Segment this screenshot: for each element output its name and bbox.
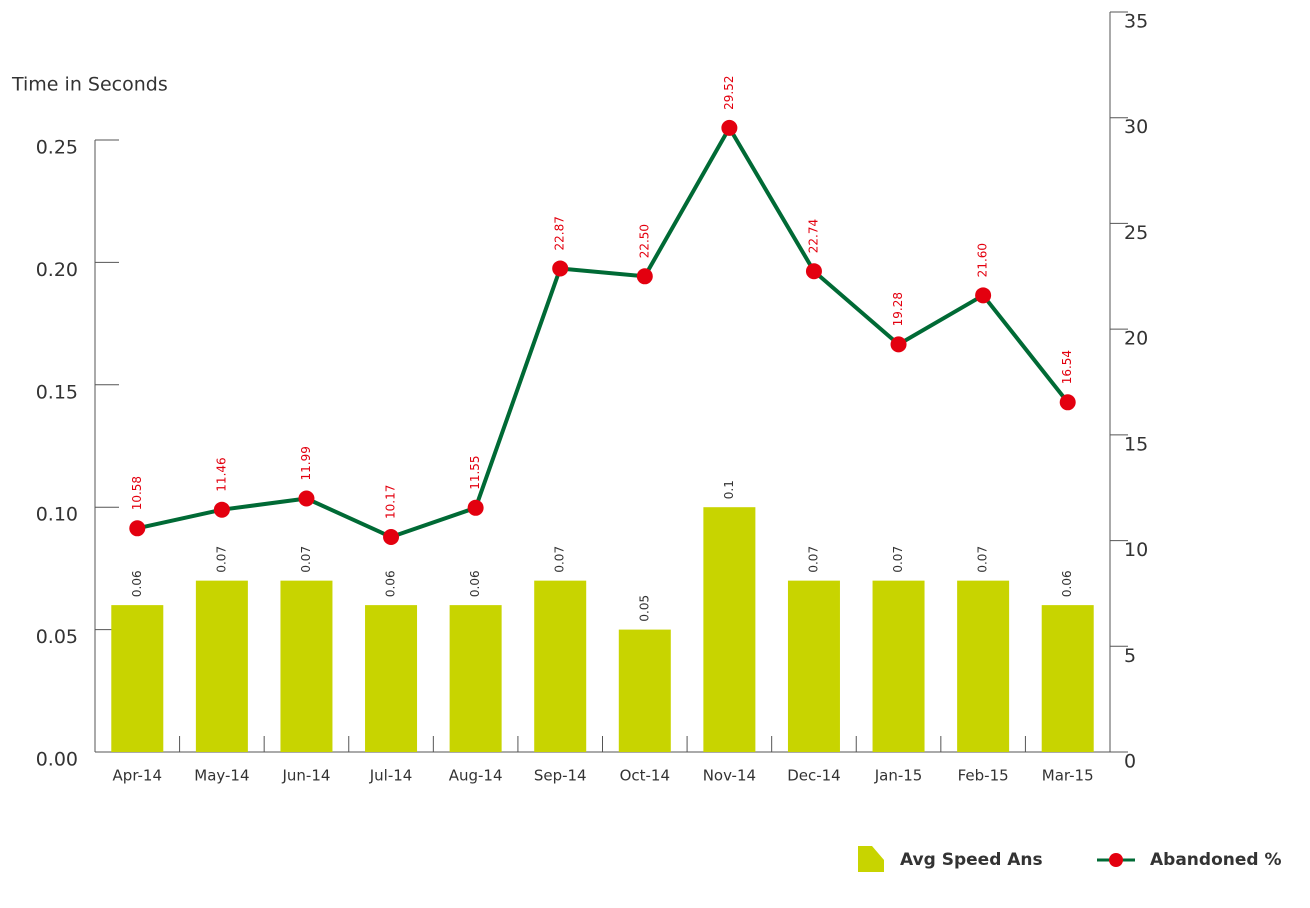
y-tick-label: 0.05 — [36, 626, 78, 648]
bar-value-label: 0.07 — [891, 546, 905, 573]
marker — [213, 501, 230, 518]
bar — [872, 580, 925, 752]
marker — [721, 119, 738, 136]
x-tick-label: Feb-15 — [958, 767, 1009, 785]
x-tick-label: May-14 — [194, 767, 249, 785]
x-tick-label: Jan-15 — [874, 767, 923, 785]
line-value-label: 16.54 — [1060, 350, 1074, 384]
x-tick-label: Jul-14 — [369, 767, 413, 785]
y2-tick-label: 35 — [1124, 11, 1148, 33]
y2-tick-label: 25 — [1124, 222, 1148, 244]
marker — [890, 336, 907, 353]
y2-tick-label: 10 — [1124, 539, 1148, 561]
bar — [534, 580, 587, 752]
marker — [298, 490, 315, 507]
x-tick-label: Aug-14 — [449, 767, 503, 785]
x-tick-label: Nov-14 — [703, 767, 756, 785]
line-value-label: 11.46 — [214, 457, 228, 491]
line-value-label: 29.52 — [722, 76, 736, 110]
x-tick-label: Oct-14 — [620, 767, 670, 785]
line-value-label: 22.74 — [806, 219, 820, 253]
x-tick-label: Sep-14 — [534, 767, 587, 785]
bar — [111, 605, 164, 752]
marker — [552, 260, 569, 277]
y2-tick-label: 5 — [1124, 645, 1136, 667]
y-tick-label: 0.00 — [36, 749, 78, 771]
marker — [1059, 394, 1076, 411]
y2-tick-label: 30 — [1124, 116, 1148, 138]
bar-value-label: 0.06 — [468, 570, 482, 597]
legend-icon-marker — [1109, 853, 1123, 867]
marker — [636, 268, 653, 285]
bar-value-label: 0.07 — [299, 546, 313, 573]
line-value-label: 21.60 — [976, 243, 990, 277]
marker — [129, 520, 146, 537]
y-tick-label: 0.15 — [36, 381, 78, 403]
y2-tick-label: 0 — [1124, 751, 1136, 773]
x-tick-label: Mar-15 — [1042, 767, 1094, 785]
y-axis-label: Time in Seconds — [11, 74, 168, 96]
line-value-label: 11.55 — [468, 455, 482, 489]
line-value-label: 22.87 — [553, 216, 567, 250]
bar — [365, 605, 418, 752]
y-tick-label: 0.20 — [36, 259, 78, 281]
marker — [805, 263, 822, 280]
x-tick-label: Apr-14 — [113, 767, 163, 785]
bar — [618, 629, 671, 752]
legend-label: Abandoned % — [1150, 850, 1282, 870]
bar-value-label: 0.1 — [722, 480, 736, 499]
y-tick-label: 0.10 — [36, 504, 78, 526]
legend-icon-bar — [858, 846, 884, 872]
y2-tick-label: 15 — [1124, 433, 1148, 455]
line-value-label: 11.99 — [299, 446, 313, 480]
bar-value-label: 0.07 — [553, 546, 567, 573]
bar-value-label: 0.06 — [130, 570, 144, 597]
bar-value-label: 0.06 — [1060, 570, 1074, 597]
x-tick-label: Dec-14 — [787, 767, 841, 785]
line-value-label: 19.28 — [891, 292, 905, 326]
bar-value-label: 0.07 — [976, 546, 990, 573]
marker — [975, 287, 992, 304]
bar — [703, 507, 756, 752]
bar — [280, 580, 333, 752]
marker — [383, 528, 400, 545]
bar — [957, 580, 1010, 752]
bar-value-label: 0.05 — [637, 595, 651, 622]
bar-value-label: 0.06 — [384, 570, 398, 597]
line — [136, 125, 1070, 539]
x-tick-label: Jun-14 — [281, 767, 330, 785]
bar — [449, 605, 502, 752]
bar — [195, 580, 248, 752]
y-tick-label: 0.25 — [36, 137, 78, 159]
bar-value-label: 0.07 — [806, 546, 820, 573]
line-value-label: 10.58 — [130, 476, 144, 510]
line-value-label: 22.50 — [637, 224, 651, 258]
bar — [1041, 605, 1094, 752]
bar-value-label: 0.07 — [214, 546, 228, 573]
line-value-label: 10.17 — [384, 485, 398, 519]
legend-label: Avg Speed Ans — [900, 850, 1043, 870]
marker — [467, 499, 484, 516]
y2-tick-label: 20 — [1124, 328, 1148, 350]
bar — [787, 580, 840, 752]
